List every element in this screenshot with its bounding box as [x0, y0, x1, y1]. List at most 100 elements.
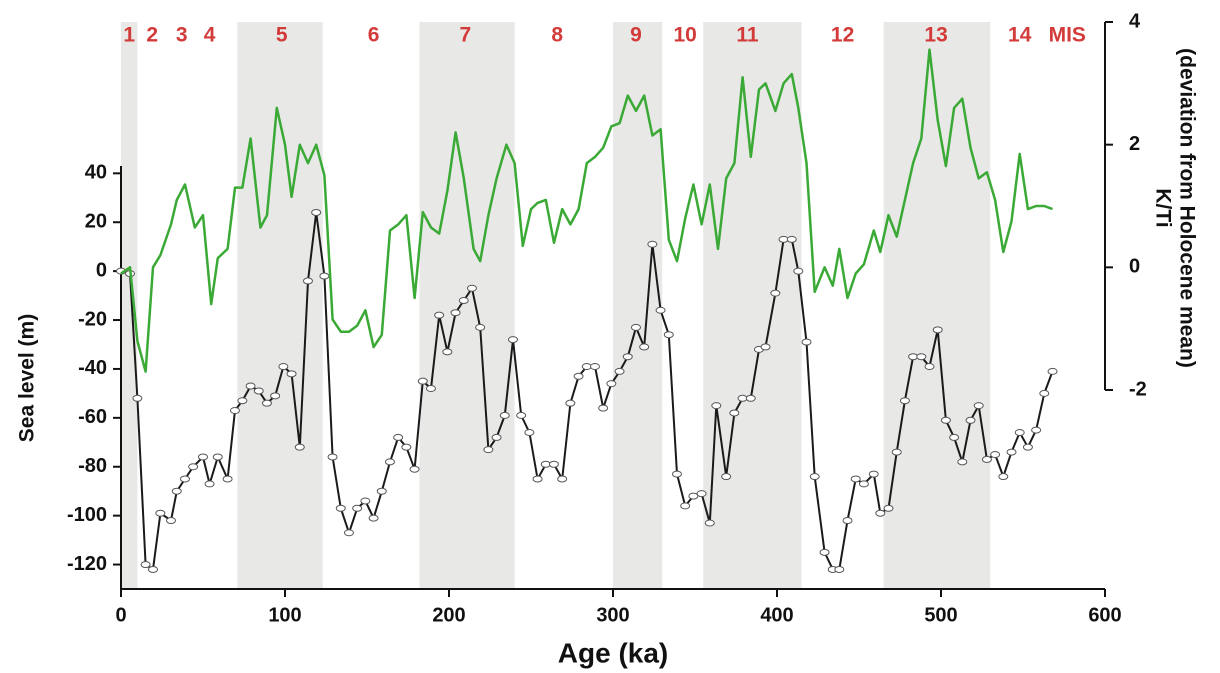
mis-label: 3	[176, 24, 188, 47]
mis-label: 7	[460, 24, 472, 47]
data-point	[368, 514, 379, 522]
data-point	[858, 480, 869, 488]
data-point	[663, 331, 674, 339]
y-tick-label: -60	[78, 406, 107, 428]
data-point	[965, 416, 976, 424]
data-point	[475, 323, 486, 331]
y-tick-label: 40	[85, 162, 107, 184]
data-point	[417, 377, 428, 385]
data-point	[401, 443, 412, 451]
data-point	[302, 277, 313, 285]
data-point	[891, 448, 902, 456]
mis-band	[419, 22, 515, 589]
data-point	[1047, 367, 1058, 375]
data-point	[222, 475, 233, 483]
data-point	[875, 509, 886, 517]
data-point	[598, 404, 609, 412]
data-point	[990, 451, 1001, 459]
y-tick-label: -40	[78, 357, 107, 379]
data-point	[778, 235, 789, 243]
x-tick-label: 600	[1088, 604, 1121, 626]
data-point	[899, 397, 910, 405]
data-point	[311, 208, 322, 216]
data-point	[442, 348, 453, 356]
data-point	[466, 284, 477, 292]
data-point	[1022, 443, 1033, 451]
mis-label: 6	[368, 24, 380, 47]
data-point	[606, 380, 617, 388]
mis-label: 8	[551, 24, 563, 47]
data-point	[883, 504, 894, 512]
mis-label: 5	[276, 24, 288, 47]
data-point	[548, 460, 559, 468]
mis-label: 14	[1008, 24, 1032, 47]
mis-label: 2	[146, 24, 158, 47]
data-point	[639, 343, 650, 351]
data-point	[458, 296, 469, 304]
data-point	[998, 473, 1009, 481]
data-point	[425, 385, 436, 393]
mis-label: 11	[736, 24, 759, 47]
data-point	[630, 323, 641, 331]
data-point	[557, 475, 568, 483]
y2-tick-label: 0	[1129, 256, 1140, 278]
data-point	[688, 492, 699, 500]
series-line	[120, 48, 1053, 373]
data-point	[1006, 448, 1017, 456]
data-point	[532, 475, 543, 483]
mis-label: 10	[673, 24, 696, 47]
data-point	[352, 504, 363, 512]
data-point	[491, 433, 502, 441]
data-point	[343, 529, 354, 537]
data-point	[801, 338, 812, 346]
x-tick-label: 500	[924, 604, 957, 626]
data-point	[524, 429, 535, 437]
data-point	[850, 475, 861, 483]
data-point	[760, 343, 771, 351]
data-point	[245, 382, 256, 390]
x-tick-label: 0	[115, 604, 126, 626]
data-point	[450, 309, 461, 317]
mis-label: 13	[924, 24, 947, 47]
data-point	[237, 397, 248, 405]
data-point	[940, 416, 951, 424]
mis-band	[703, 22, 802, 589]
data-point	[924, 362, 935, 370]
mis-label: 12	[831, 24, 854, 47]
data-point	[319, 272, 330, 280]
data-point	[647, 240, 658, 248]
data-point	[949, 433, 960, 441]
data-point	[842, 517, 853, 525]
data-point	[253, 387, 264, 395]
x-tick-label: 300	[596, 604, 629, 626]
mis-band	[237, 22, 323, 589]
y2-tick-label: 4	[1129, 10, 1141, 32]
data-point	[261, 399, 272, 407]
data-point	[932, 326, 943, 334]
data-point	[384, 458, 395, 466]
data-point	[179, 475, 190, 483]
data-point	[360, 497, 371, 505]
data-point	[573, 372, 584, 380]
y2-axis-title: (deviation from Holocene mean)	[1175, 48, 1198, 368]
mis-label: 1	[123, 24, 135, 47]
y-tick-label: -80	[78, 455, 107, 477]
data-point	[916, 353, 927, 361]
data-point	[957, 458, 968, 466]
data-point	[147, 565, 158, 573]
data-point	[671, 470, 682, 478]
data-point	[483, 446, 494, 454]
x-axis-title: Age (ka)	[558, 637, 668, 668]
data-point	[278, 362, 289, 370]
data-point	[770, 289, 781, 297]
data-point	[729, 409, 740, 417]
data-point	[655, 306, 666, 314]
y-tick-label: 20	[85, 211, 107, 233]
data-point	[516, 411, 527, 419]
data-point	[981, 455, 992, 463]
data-point	[589, 362, 600, 370]
data-point	[786, 235, 797, 243]
y-axis-title: Sea level (m)	[16, 314, 39, 442]
